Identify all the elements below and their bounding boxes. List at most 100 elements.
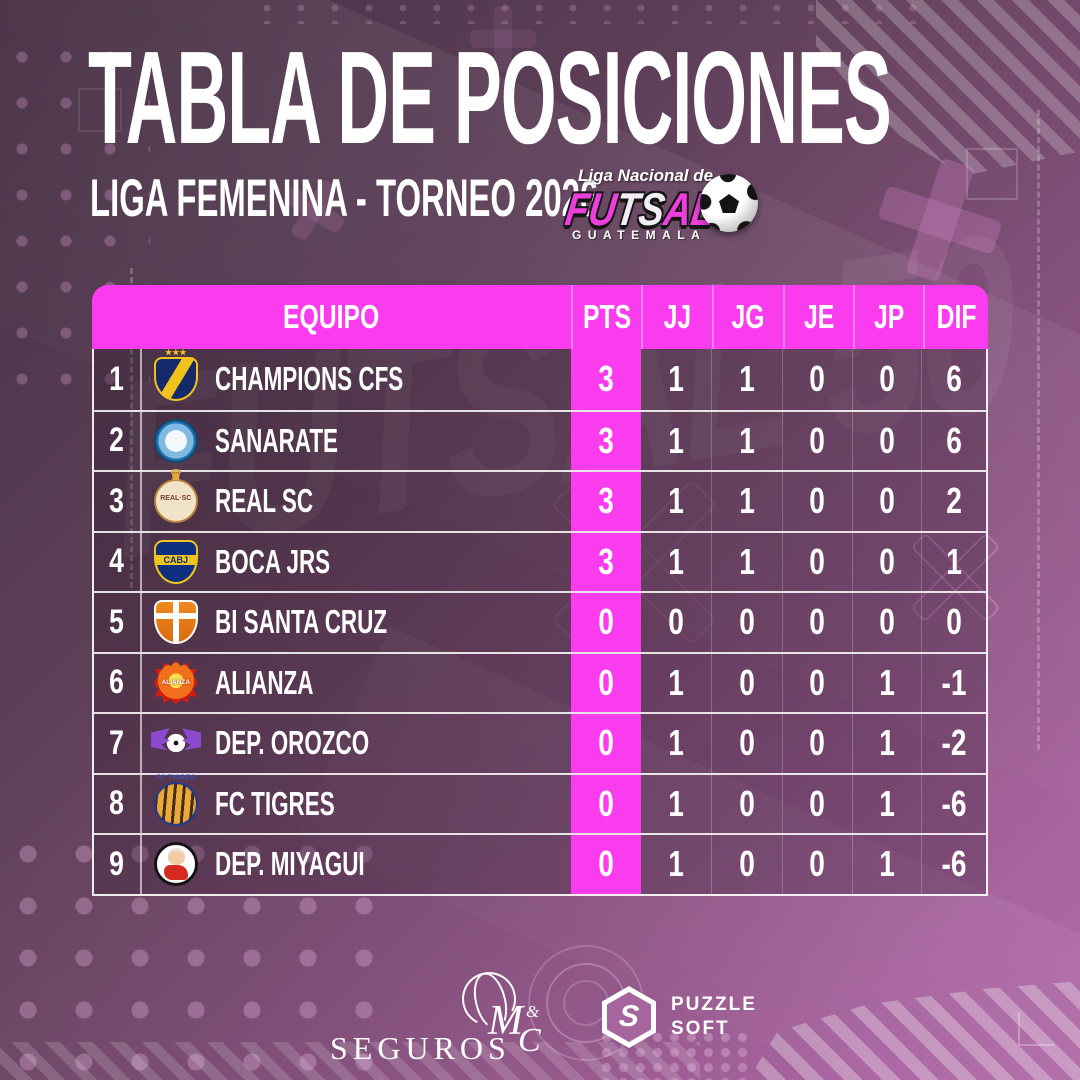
stat-jp: 1 bbox=[851, 714, 922, 773]
dots-pattern-decoration bbox=[250, 0, 930, 24]
standings-table: EQUIPO PTS JJ JG JE JP DIF 1 CHAMPIONS CF… bbox=[92, 285, 988, 896]
stat-jp: 0 bbox=[851, 411, 922, 470]
stat-je: 0 bbox=[781, 593, 852, 652]
stat-jp: 0 bbox=[851, 532, 922, 591]
team-cell: BOCA JRS bbox=[142, 533, 571, 592]
position-number: 8 bbox=[94, 774, 142, 833]
table-header-row: EQUIPO PTS JJ JG JE JP DIF bbox=[92, 285, 988, 349]
stat-jj: 1 bbox=[668, 540, 684, 582]
column-header-jp: JP bbox=[853, 285, 923, 349]
stat-je: 0 bbox=[781, 532, 852, 591]
dashed-line-decoration bbox=[1037, 110, 1040, 750]
stat-jp: 1 bbox=[851, 774, 922, 833]
stat-jg: 0 bbox=[711, 593, 782, 652]
stat-jj: 1 bbox=[668, 480, 684, 522]
puzzlesoft-text: PUZZLE SOFT bbox=[671, 993, 757, 1041]
team-cell: FC TIGRES bbox=[142, 774, 571, 834]
stat-dif: 1 bbox=[921, 532, 986, 591]
team-cell: BI SANTA CRUZ bbox=[142, 593, 571, 652]
puzzlesoft-logo: S PUZZLE SOFT bbox=[602, 986, 757, 1048]
stat-jp: 1 bbox=[851, 835, 922, 894]
stat-jj: 1 bbox=[668, 419, 684, 461]
table-row: 5 BI SANTA CRUZ 0 0 0 0 0 0 bbox=[94, 591, 986, 652]
stat-pts: 0 bbox=[570, 835, 641, 894]
seguros-mc-logo: SEGUROS M & C bbox=[330, 966, 630, 1076]
column-header-je: JE bbox=[783, 285, 853, 349]
stat-jj: 1 bbox=[668, 843, 684, 885]
team-cell: REAL SC bbox=[142, 472, 571, 531]
page-title: TABLA DE POSICIONES bbox=[88, 24, 892, 171]
stat-pts: 3 bbox=[570, 411, 641, 470]
position-number: 5 bbox=[94, 593, 142, 652]
stat-jg: 0 bbox=[711, 774, 782, 833]
stat-jp: 0 bbox=[851, 593, 922, 652]
stat-dif: -1 bbox=[921, 653, 986, 712]
stat-jj: 1 bbox=[668, 661, 684, 703]
stat-dif: 0 bbox=[921, 593, 986, 652]
mc-mark-m: M bbox=[488, 998, 523, 1044]
stat-jp: 0 bbox=[851, 349, 922, 410]
position-number: 3 bbox=[94, 472, 142, 531]
mc-mark-ampersand: & bbox=[526, 1002, 540, 1021]
stat-jg: 0 bbox=[711, 835, 782, 894]
stat-dif: -6 bbox=[921, 835, 986, 894]
stat-je: 0 bbox=[781, 472, 852, 531]
stat-pts: 3 bbox=[570, 532, 641, 591]
gold-crown-crest-icon bbox=[153, 479, 198, 524]
puzzlesoft-line1: PUZZLE bbox=[671, 994, 757, 1016]
seguros-text: SEGUROS bbox=[330, 1030, 511, 1066]
stat-pts: 0 bbox=[570, 774, 641, 833]
purple-wings-ball-icon bbox=[153, 721, 198, 766]
hexagon-s-icon: S bbox=[602, 986, 656, 1048]
page-subtitle: LIGA FEMENINA - TORNEO 2026 bbox=[90, 169, 599, 228]
stat-dif: 6 bbox=[921, 411, 986, 470]
stat-jj: 1 bbox=[668, 782, 684, 824]
column-header-pts: PTS bbox=[571, 285, 641, 349]
stat-je: 0 bbox=[781, 411, 852, 470]
red-flame-starburst-icon bbox=[153, 660, 198, 705]
stat-jg: 1 bbox=[711, 472, 782, 531]
stat-pts: 3 bbox=[570, 349, 641, 410]
soccer-ball-icon bbox=[700, 174, 758, 232]
stat-dif: 2 bbox=[921, 472, 986, 531]
team-name: CHAMPIONS CFS bbox=[214, 360, 404, 398]
tiger-head-badge-icon bbox=[153, 774, 198, 826]
stat-jp: 0 bbox=[851, 472, 922, 531]
diagonal-stripes-decoration bbox=[748, 981, 1080, 1080]
liga-logo-country-text: GUATEMALA bbox=[572, 228, 707, 242]
team-cell: DEP. MIYAGUI bbox=[142, 835, 571, 894]
team-name: REAL SC bbox=[214, 482, 313, 520]
column-header-equipo: EQUIPO bbox=[283, 298, 380, 335]
team-name: BOCA JRS bbox=[214, 542, 330, 580]
team-cell: SANARATE bbox=[142, 412, 571, 471]
black-circle-character-icon bbox=[153, 842, 198, 887]
stat-jg: 0 bbox=[711, 714, 782, 773]
stat-jj: 1 bbox=[668, 722, 684, 764]
stat-jj: 0 bbox=[668, 601, 684, 643]
column-header-dif: DIF bbox=[923, 285, 988, 349]
stat-pts: 0 bbox=[570, 714, 641, 773]
team-cell: DEP. OROZCO bbox=[142, 714, 571, 773]
stat-je: 0 bbox=[781, 835, 852, 894]
stat-pts: 0 bbox=[570, 593, 641, 652]
stat-pts: 0 bbox=[570, 653, 641, 712]
stat-jg: 1 bbox=[711, 411, 782, 470]
navy-yellow-shield-crest-icon bbox=[153, 357, 198, 402]
mc-mark-c: C bbox=[518, 1022, 541, 1059]
position-number: 7 bbox=[94, 714, 142, 773]
table-row: 7 DEP. OROZCO 0 1 0 0 1 -2 bbox=[94, 712, 986, 773]
stat-jj: 1 bbox=[668, 358, 684, 400]
position-number: 4 bbox=[94, 532, 142, 591]
stat-je: 0 bbox=[781, 714, 852, 773]
puzzlesoft-line2: SOFT bbox=[671, 1018, 730, 1039]
team-cell: CHAMPIONS CFS bbox=[142, 349, 571, 410]
stat-dif: -6 bbox=[921, 774, 986, 833]
stat-je: 0 bbox=[781, 349, 852, 410]
stat-jg: 0 bbox=[711, 653, 782, 712]
stat-je: 0 bbox=[781, 653, 852, 712]
stat-jg: 1 bbox=[711, 349, 782, 410]
column-header-jg: JG bbox=[712, 285, 783, 349]
table-row: 9 DEP. MIYAGUI 0 1 0 0 1 -6 bbox=[94, 833, 986, 894]
